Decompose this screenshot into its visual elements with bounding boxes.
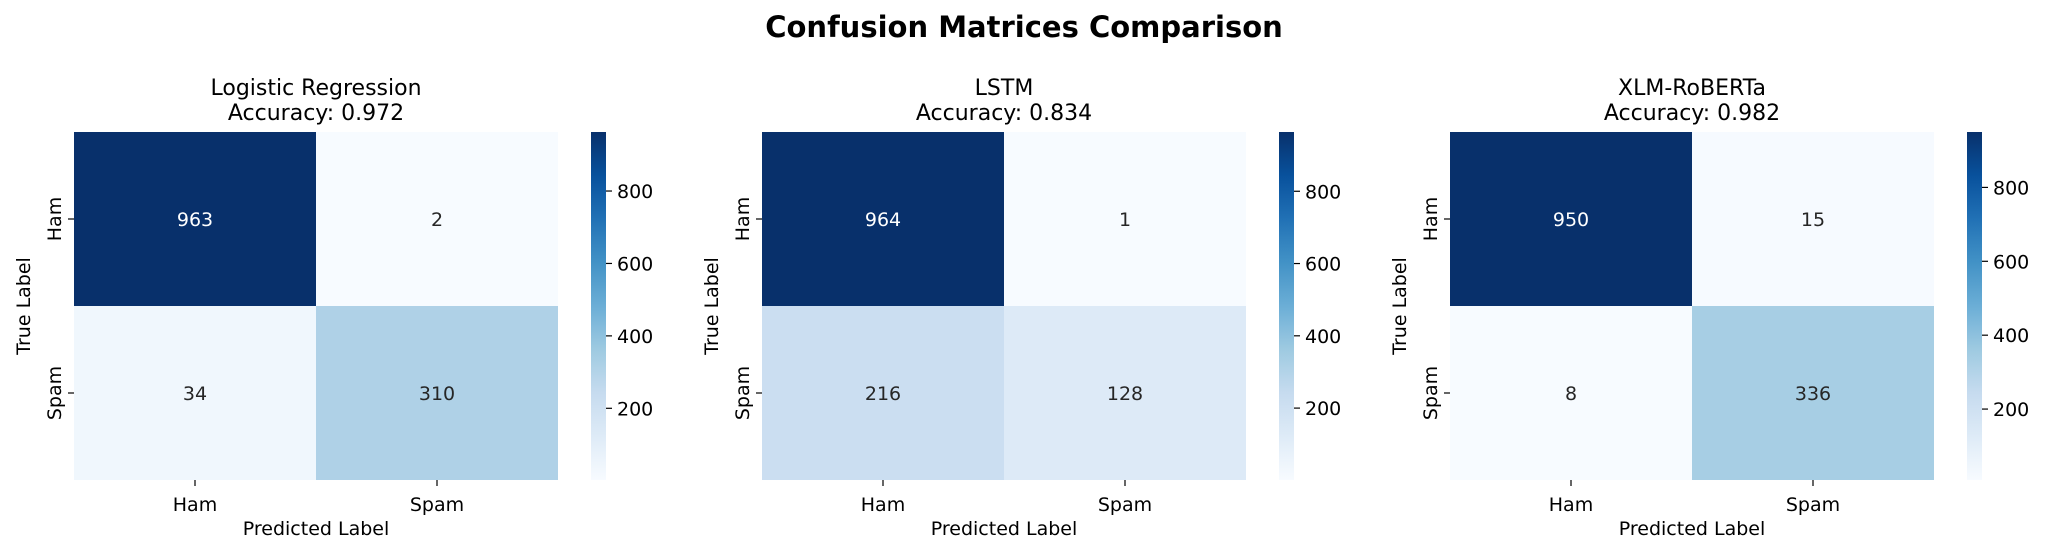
cell-value-label: 964 bbox=[865, 209, 901, 231]
cell-value-label: 128 bbox=[1107, 383, 1143, 405]
heatmap-cell-ham-spam bbox=[316, 132, 558, 306]
heatmap-cell-spam-ham bbox=[762, 306, 1004, 480]
x-tick-label: Ham bbox=[1549, 494, 1593, 516]
x-axis-label: Predicted Label bbox=[931, 518, 1078, 540]
heatmap-cell-ham-spam bbox=[1692, 132, 1934, 306]
y-tick-label: Spam bbox=[44, 366, 66, 420]
colorbar-tick-label: 800 bbox=[1305, 181, 1341, 203]
panel-title: XLM-RoBERTa bbox=[1618, 76, 1766, 101]
x-tick-label: Spam bbox=[1098, 494, 1152, 516]
y-tick-label: Spam bbox=[732, 366, 754, 420]
x-tick-label: Spam bbox=[410, 494, 464, 516]
figure-title: Confusion Matrices Comparison bbox=[765, 10, 1283, 44]
y-tick-label: Ham bbox=[44, 197, 66, 241]
cell-value-label: 34 bbox=[183, 383, 207, 405]
y-tick-label: Ham bbox=[1420, 197, 1442, 241]
cell-value-label: 1 bbox=[1119, 209, 1131, 231]
panel-subtitle: Accuracy: 0.834 bbox=[916, 101, 1092, 126]
y-axis-label: True Label bbox=[13, 257, 35, 356]
y-tick-label: Spam bbox=[1420, 366, 1442, 420]
cell-value-label: 310 bbox=[419, 383, 455, 405]
y-axis-label: True Label bbox=[1389, 257, 1411, 356]
y-axis-label: True Label bbox=[701, 257, 723, 356]
y-tick-label: Ham bbox=[732, 197, 754, 241]
colorbar-tick-label: 600 bbox=[1305, 254, 1341, 276]
colorbar-tick-label: 200 bbox=[1305, 398, 1341, 420]
x-tick-label: Spam bbox=[1786, 494, 1840, 516]
cell-value-label: 2 bbox=[431, 209, 443, 231]
colorbar-tick-label: 600 bbox=[1993, 251, 2029, 273]
x-axis-label: Predicted Label bbox=[243, 518, 390, 540]
cell-value-label: 15 bbox=[1801, 209, 1825, 231]
colorbar bbox=[591, 132, 606, 480]
colorbar-tick-label: 200 bbox=[617, 398, 653, 420]
heatmap-cell-spam-spam bbox=[316, 306, 558, 480]
cell-value-label: 963 bbox=[177, 209, 213, 231]
heatmap-cell-ham-ham bbox=[74, 132, 316, 306]
heatmap-cell-spam-spam bbox=[1692, 306, 1934, 480]
heatmap-cell-spam-ham bbox=[1450, 306, 1692, 480]
heatmap-cell-spam-spam bbox=[1004, 306, 1246, 480]
panel-title: Logistic Regression bbox=[210, 76, 421, 101]
colorbar bbox=[1967, 132, 1982, 480]
heatmap-cell-ham-ham bbox=[762, 132, 1004, 306]
colorbar-tick-label: 400 bbox=[617, 326, 653, 348]
cell-value-label: 216 bbox=[865, 383, 901, 405]
colorbar bbox=[1279, 132, 1294, 480]
cell-value-label: 8 bbox=[1565, 383, 1577, 405]
colorbar-tick-label: 400 bbox=[1305, 326, 1341, 348]
panel-subtitle: Accuracy: 0.972 bbox=[228, 101, 404, 126]
heatmap-cell-spam-ham bbox=[74, 306, 316, 480]
heatmap-cell-ham-spam bbox=[1004, 132, 1246, 306]
cell-value-label: 336 bbox=[1795, 383, 1831, 405]
colorbar-tick-label: 200 bbox=[1993, 399, 2029, 421]
panel-title: LSTM bbox=[975, 76, 1034, 101]
colorbar-tick-label: 800 bbox=[617, 181, 653, 203]
colorbar-tick-label: 800 bbox=[1993, 177, 2029, 199]
x-axis-label: Predicted Label bbox=[1619, 518, 1766, 540]
colorbar-tick-label: 400 bbox=[1993, 325, 2029, 347]
panel-subtitle: Accuracy: 0.982 bbox=[1604, 101, 1780, 126]
cell-value-label: 950 bbox=[1553, 209, 1589, 231]
x-tick-label: Ham bbox=[173, 494, 217, 516]
colorbar-tick-label: 600 bbox=[617, 253, 653, 275]
heatmap-cell-ham-ham bbox=[1450, 132, 1692, 306]
x-tick-label: Ham bbox=[861, 494, 905, 516]
